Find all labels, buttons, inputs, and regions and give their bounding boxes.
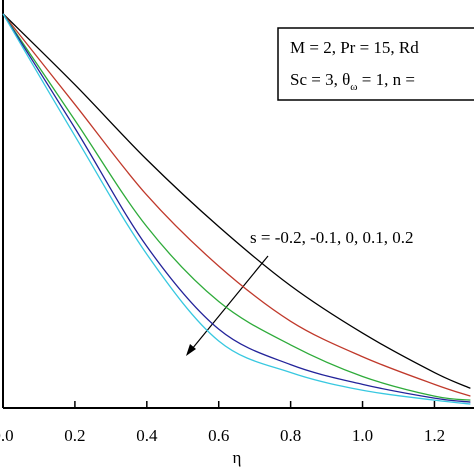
x-tick-label: 1.2 <box>424 426 445 445</box>
line-series <box>2 13 471 389</box>
x-tick-label: 0.2 <box>64 426 85 445</box>
x-tick-label: 0.4 <box>136 426 158 445</box>
arrow-line <box>191 255 269 350</box>
legend-box <box>277 27 474 101</box>
x-axis-label: η <box>233 448 242 467</box>
box-line-2: Sc = 3, θω = 1, n = <box>290 70 415 93</box>
arrow-head <box>186 344 196 356</box>
x-tick-label: 0.8 <box>280 426 301 445</box>
x-tick-label: 0.0 <box>0 426 14 445</box>
line-series <box>2 13 471 397</box>
box-line-2-start: Sc = 3, θ <box>290 70 350 89</box>
x-tick-label: 1.0 <box>352 426 373 445</box>
line-series <box>2 13 471 401</box>
box-line-2-sub: ω <box>350 81 357 93</box>
box-line-1: M = 2, Pr = 15, Rd <box>290 38 419 57</box>
annotation: s = -0.2, -0.1, 0, 0.1, 0.2 <box>250 228 414 247</box>
line-series <box>2 13 471 405</box>
x-tick-label: 0.6 <box>208 426 229 445</box>
box-line-2-end: = 1, n = <box>357 70 414 89</box>
line-series <box>2 13 471 403</box>
